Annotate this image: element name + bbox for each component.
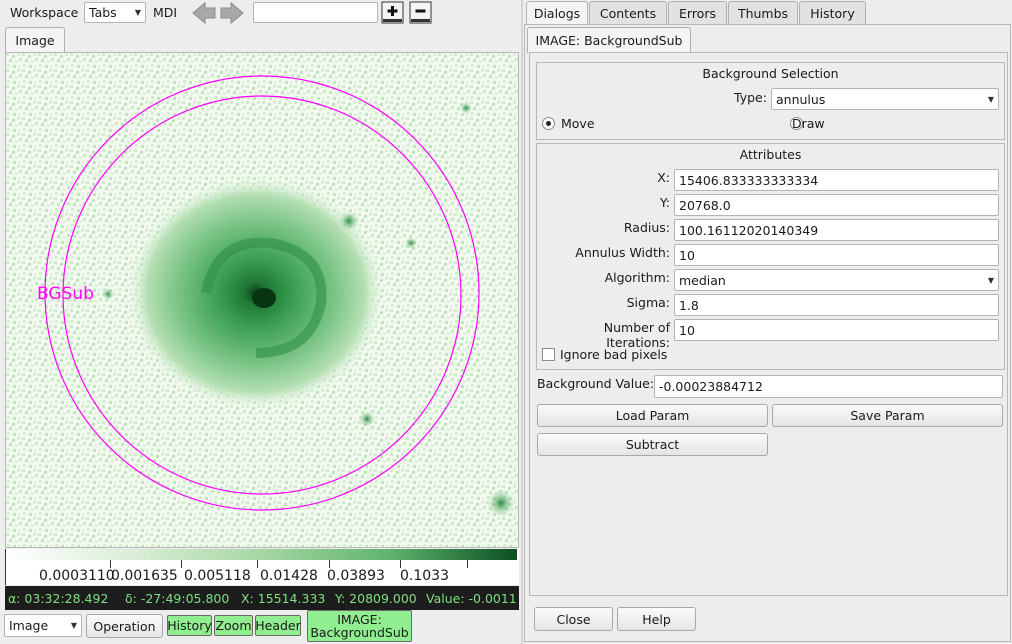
remove-channel-icon[interactable] (409, 1, 432, 24)
workspace-label: Workspace (10, 5, 79, 20)
tab-history[interactable]: History (799, 1, 866, 25)
algorithm-label: Algorithm: (604, 270, 670, 285)
algorithm-value: median (679, 272, 726, 288)
tab-backgroundsub[interactable]: IMAGE: BackgroundSub (527, 27, 691, 53)
readout-y: Y: 20809.000 (335, 591, 417, 606)
workspace-mode-select[interactable]: Tabs ▼ (84, 2, 146, 23)
background-value-label: Background Value: (537, 376, 655, 391)
readout-value: Value: -0.0011 (426, 591, 517, 606)
mdi-label: MDI (153, 5, 178, 20)
help-button[interactable]: Help (617, 607, 696, 631)
readout-ra: α: 03:32:28.492 (8, 591, 109, 606)
ignore-bad-pixels-checkbox[interactable] (542, 348, 555, 361)
colorbar-tick: 0.03893 (327, 568, 385, 584)
annulus-width-label: Annulus Width: (575, 245, 670, 260)
sigma-label: Sigma: (626, 295, 670, 310)
plugin-backgroundsub-button[interactable]: IMAGE: BackgroundSub (307, 610, 412, 642)
readout-dec: δ: -27:49:05.800 (125, 591, 230, 606)
save-param-button[interactable]: Save Param (772, 404, 1003, 427)
iterations-field[interactable]: 10 (674, 319, 999, 341)
workspace-mode-value: Tabs (89, 5, 117, 20)
colorbar-tick: 0.005118 (184, 568, 251, 584)
backgroundsub-panel (529, 52, 1008, 596)
draw-radio[interactable] (789, 117, 803, 130)
move-label: Move (561, 116, 595, 131)
type-value: annulus (776, 91, 826, 107)
galaxy-image: BGSub (6, 53, 518, 547)
plugin-line2: BackgroundSub (310, 625, 409, 640)
colorbar-gradient (7, 549, 517, 560)
readout-x: X: 15514.333 (241, 591, 326, 606)
draw-label: Draw (792, 116, 825, 131)
operation-button[interactable]: Operation (86, 614, 163, 638)
tab-dialogs[interactable]: Dialogs (526, 1, 588, 25)
image-viewer[interactable]: BGSub (5, 52, 519, 548)
radius-field[interactable]: 100.16112020140349 (674, 219, 999, 241)
image-select-value: Image (9, 618, 49, 633)
tab-errors[interactable]: Errors (668, 1, 727, 25)
sigma-field[interactable]: 1.8 (674, 294, 999, 316)
colorbar-tick: 0.1033 (400, 568, 449, 584)
image-select[interactable]: Image ▼ (4, 614, 82, 637)
type-label: Type: (734, 90, 767, 105)
x-field[interactable]: 15406.833333333334 (674, 169, 999, 191)
tab-thumbs[interactable]: Thumbs (728, 1, 798, 25)
background-selection-title: Background Selection (702, 66, 839, 81)
load-param-button[interactable]: Load Param (537, 404, 768, 427)
dialogs-panel (524, 24, 1011, 642)
arrow-right-icon[interactable] (219, 1, 245, 25)
colorbar-tick: 0.001635 (111, 568, 178, 584)
plugin-line1: IMAGE: (337, 612, 382, 627)
plugin-zoom-button[interactable]: Zoom (214, 615, 253, 636)
plugin-header-button[interactable]: Header (255, 615, 301, 636)
colorbar[interactable]: 0.0003110 0.001635 0.005118 0.01428 0.03… (5, 549, 519, 585)
colorbar-tick: 0.0003110 (39, 568, 115, 584)
algorithm-select[interactable]: median ▼ (674, 269, 999, 291)
radius-label: Radius: (623, 220, 670, 235)
y-label: Y: (659, 195, 670, 210)
background-value-field[interactable]: -0.00023884712 (654, 375, 1003, 398)
chevron-down-icon: ▼ (134, 8, 141, 17)
arrow-left-icon[interactable] (191, 1, 217, 25)
colorbar-tick: 0.01428 (260, 568, 318, 584)
chevron-down-icon: ▼ (987, 94, 994, 104)
tab-image[interactable]: Image (5, 27, 65, 53)
overlay-label: BGSub (37, 284, 94, 304)
close-button[interactable]: Close (534, 607, 613, 631)
x-label: X: (657, 170, 670, 185)
type-select[interactable]: annulus ▼ (771, 88, 999, 110)
y-field[interactable]: 20768.0 (674, 194, 999, 216)
chevron-down-icon: ▼ (987, 275, 994, 285)
add-channel-icon[interactable] (381, 1, 404, 24)
tab-contents[interactable]: Contents (589, 1, 667, 25)
subtract-button[interactable]: Subtract (537, 433, 768, 456)
cursor-readout: α: 03:32:28.492 δ: -27:49:05.800 X: 1551… (5, 586, 519, 610)
iterations-label: Number of Iterations: (603, 320, 670, 350)
ignore-bad-pixels-label: Ignore bad pixels (560, 347, 668, 362)
splitter[interactable] (521, 0, 523, 644)
chevron-down-icon: ▼ (70, 621, 77, 630)
move-radio[interactable] (542, 117, 555, 130)
annulus-width-field[interactable]: 10 (674, 244, 999, 266)
attributes-title: Attributes (739, 147, 802, 162)
plugin-history-button[interactable]: History (167, 615, 212, 636)
channel-input[interactable] (253, 2, 378, 23)
